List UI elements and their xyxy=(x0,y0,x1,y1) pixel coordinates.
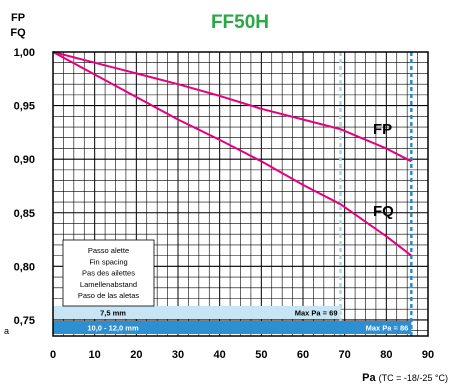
legend-line: Paso de las aletas xyxy=(78,291,140,300)
left-edge-fragment: a xyxy=(4,326,9,336)
x-tick-label: 30 xyxy=(172,349,184,361)
legend-line: Passo alette xyxy=(88,246,129,255)
band-max-label: Max Pa = 86 xyxy=(366,324,409,333)
x-tick-label: 10 xyxy=(89,349,101,361)
x-tick-label: 0 xyxy=(50,349,56,361)
band-spacing-label: 7,5 mm xyxy=(100,309,126,318)
y-tick-label: 1,00 xyxy=(14,47,35,59)
legend-box: Passo alette Fin spacing Pas des ailettes L… xyxy=(62,239,155,307)
max-lines xyxy=(339,52,413,336)
series-label-fq: FQ xyxy=(373,203,394,220)
legend-frame xyxy=(62,239,155,307)
y-tick-label: 0,90 xyxy=(14,154,35,166)
series-lines xyxy=(52,51,412,257)
legend-line: Fin spacing xyxy=(89,257,127,266)
series-line-fp xyxy=(52,51,412,163)
band-spacing-label: 10,0 - 12,0 mm xyxy=(87,324,139,333)
x-tick-label: 80 xyxy=(380,349,392,361)
spacing-band xyxy=(53,321,412,334)
x-axis-title: Pa (TC = -18/-25 °C) xyxy=(362,372,448,384)
x-axis-condition: (TC = -18/-25 °C) xyxy=(379,373,448,383)
band-max-label: Max Pa = 69 xyxy=(295,309,338,318)
y-tick-label: 0,85 xyxy=(14,208,35,220)
y-tick-label: 0,95 xyxy=(14,101,35,113)
x-tick-label: 40 xyxy=(214,349,226,361)
series-label-fp: FP xyxy=(373,121,392,138)
x-tick-label: 20 xyxy=(130,349,142,361)
legend-line: Lamellenabstand xyxy=(80,280,137,289)
y-tick-labels: 1,00 0,95 0,90 0,85 0,80 0,75 xyxy=(14,47,35,327)
series-line-fq xyxy=(52,51,412,257)
spacing-bands: 7,5 mm Max Pa = 69 10,0 - 12,0 mm Max Pa = … xyxy=(53,306,412,334)
chart-title: FF50H xyxy=(211,12,269,33)
spacing-band xyxy=(53,306,341,319)
plot-frame xyxy=(52,51,429,337)
x-tick-label: 90 xyxy=(422,349,434,361)
x-tick-labels: 0 10 20 30 40 50 60 70 80 90 xyxy=(50,349,434,361)
y-tick-label: 0,80 xyxy=(14,261,35,273)
x-tick-label: 60 xyxy=(297,349,309,361)
x-tick-label: 70 xyxy=(339,349,351,361)
plot-border xyxy=(52,51,429,337)
legend-line: Pas des ailettes xyxy=(82,269,135,278)
y-tick-label: 0,75 xyxy=(14,315,35,327)
x-tick-label: 50 xyxy=(255,349,267,361)
y-axis-label-fq: FQ xyxy=(10,27,26,39)
x-axis-label: Pa xyxy=(362,372,376,384)
y-axis-label-fp: FP xyxy=(11,12,25,24)
